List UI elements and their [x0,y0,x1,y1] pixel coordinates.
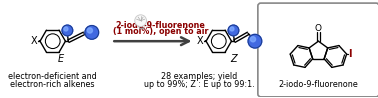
Circle shape [230,27,234,31]
Text: O: O [315,24,322,34]
Text: 2-iodo-9-fluorenone: 2-iodo-9-fluorenone [279,80,358,89]
Circle shape [248,34,262,48]
Text: electron-deficient and: electron-deficient and [8,72,97,81]
Circle shape [62,25,73,36]
Text: 2-iodo-9-fluorenone: 2-iodo-9-fluorenone [116,21,206,30]
Text: (1 mol%), open to air: (1 mol%), open to air [113,27,208,36]
Text: Z: Z [230,54,237,64]
Circle shape [64,27,68,31]
Text: I: I [349,49,352,59]
Circle shape [135,15,147,27]
Text: 28 examples; yield: 28 examples; yield [161,72,237,81]
Text: E: E [57,54,64,64]
Circle shape [250,37,256,42]
Text: up to 99%; Z : E up to 99:1.: up to 99%; Z : E up to 99:1. [144,80,254,89]
Circle shape [87,28,93,33]
Text: X: X [197,36,203,46]
Circle shape [228,25,239,36]
Text: X: X [31,36,37,46]
Text: electron-rich alkenes: electron-rich alkenes [11,80,95,89]
FancyBboxPatch shape [258,3,378,97]
Circle shape [85,26,99,39]
